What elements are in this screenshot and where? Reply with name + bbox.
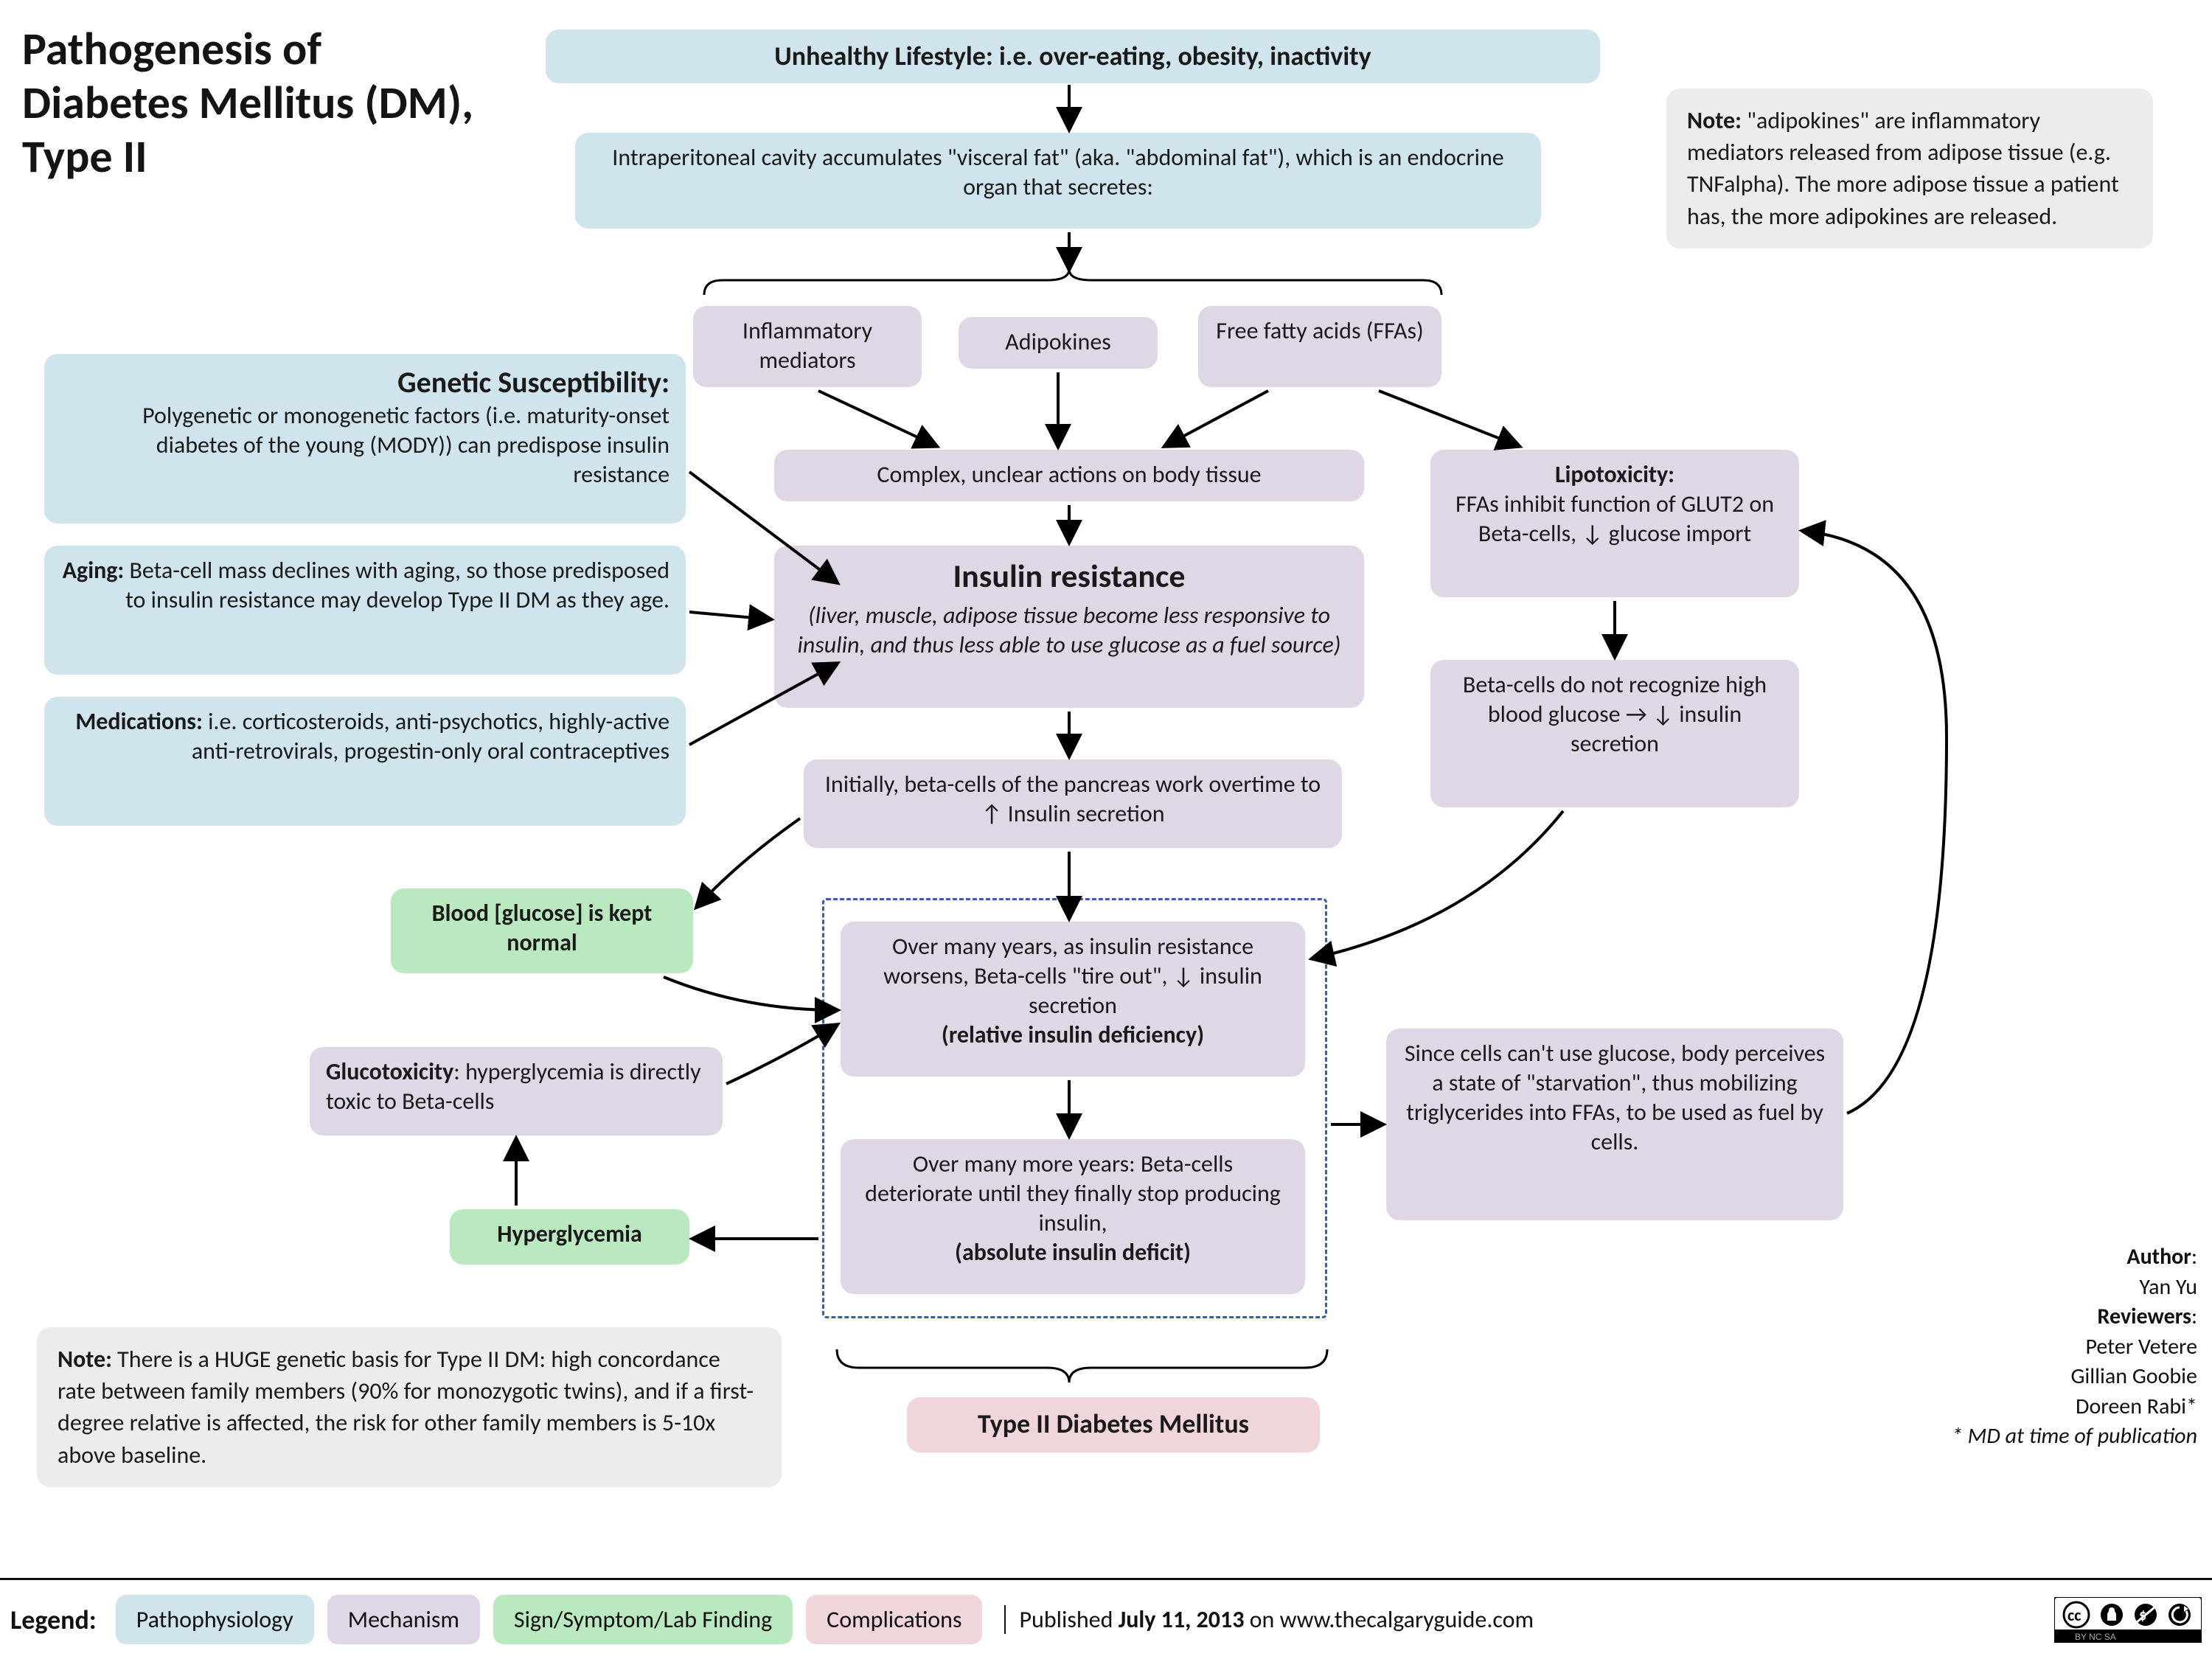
legend-mech: Mechanism xyxy=(327,1595,480,1644)
node-glucotoxicity: Glucotoxicity: hyperglycemia is directly… xyxy=(310,1047,723,1135)
node-t2dm: Type II Diabetes Mellitus xyxy=(907,1397,1320,1453)
node-genetic: Genetic Susceptibility:Polygenetic or mo… xyxy=(44,354,686,524)
node-starvation: Since cells can't use glucose, body perc… xyxy=(1386,1029,1843,1220)
note-genetic-basis: Note: There is a HUGE genetic basis for … xyxy=(37,1327,782,1487)
legend-label: Legend: xyxy=(10,1604,102,1636)
svg-text:cc: cc xyxy=(2067,1605,2081,1625)
legend-comp: Complications xyxy=(806,1595,982,1644)
page-title: Pathogenesis of Diabetes Mellitus (DM), … xyxy=(22,22,494,184)
legend-patho: Pathophysiology xyxy=(116,1595,314,1644)
legend-sign: Sign/Symptom/Lab Finding xyxy=(493,1595,793,1644)
node-lifestyle: Unhealthy Lifestyle: i.e. over-eating, o… xyxy=(546,29,1600,83)
node-complex: Complex, unclear actions on body tissue xyxy=(774,450,1364,501)
svg-text:BY NC SA: BY NC SA xyxy=(2075,1632,2116,1642)
node-hyperglycemia: Hyperglycemia xyxy=(450,1209,689,1265)
node-aging: Aging: Beta-cell mass declines with agin… xyxy=(44,546,686,675)
node-adipokines: Adipokines xyxy=(959,317,1158,369)
note-adipokines: Note: "adipokines" are inflammatory medi… xyxy=(1666,88,2153,248)
node-insulin-resistance: Insulin resistance(liver, muscle, adipos… xyxy=(774,546,1364,708)
credits: Author:Yan YuReviewers:Peter VetereGilli… xyxy=(1939,1242,2197,1452)
node-medications: Medications: i.e. corticosteroids, anti-… xyxy=(44,697,686,826)
node-lipotoxicity: Lipotoxicity:FFAs inhibit function of GL… xyxy=(1430,450,1799,597)
node-beta-no-recognize: Beta-cells do not recognize high blood g… xyxy=(1430,660,1799,807)
node-initially: Initially, beta-cells of the pancreas wo… xyxy=(804,759,1342,848)
dashed-region xyxy=(822,898,1327,1318)
published-line: Published July 11, 2013 on www.thecalgar… xyxy=(1004,1605,1534,1634)
cc-license-icon: BY NC SA cc $ xyxy=(2054,1597,2202,1643)
legend-bar: Legend: Pathophysiology Mechanism Sign/S… xyxy=(0,1578,2212,1659)
node-inflamm: Inflammatory mediators xyxy=(693,306,922,387)
node-visceral: Intraperitoneal cavity accumulates "visc… xyxy=(575,133,1541,229)
node-blood-glucose-normal: Blood [glucose] is kept normal xyxy=(391,888,693,973)
node-ffa: Free fatty acids (FFAs) xyxy=(1198,306,1441,387)
